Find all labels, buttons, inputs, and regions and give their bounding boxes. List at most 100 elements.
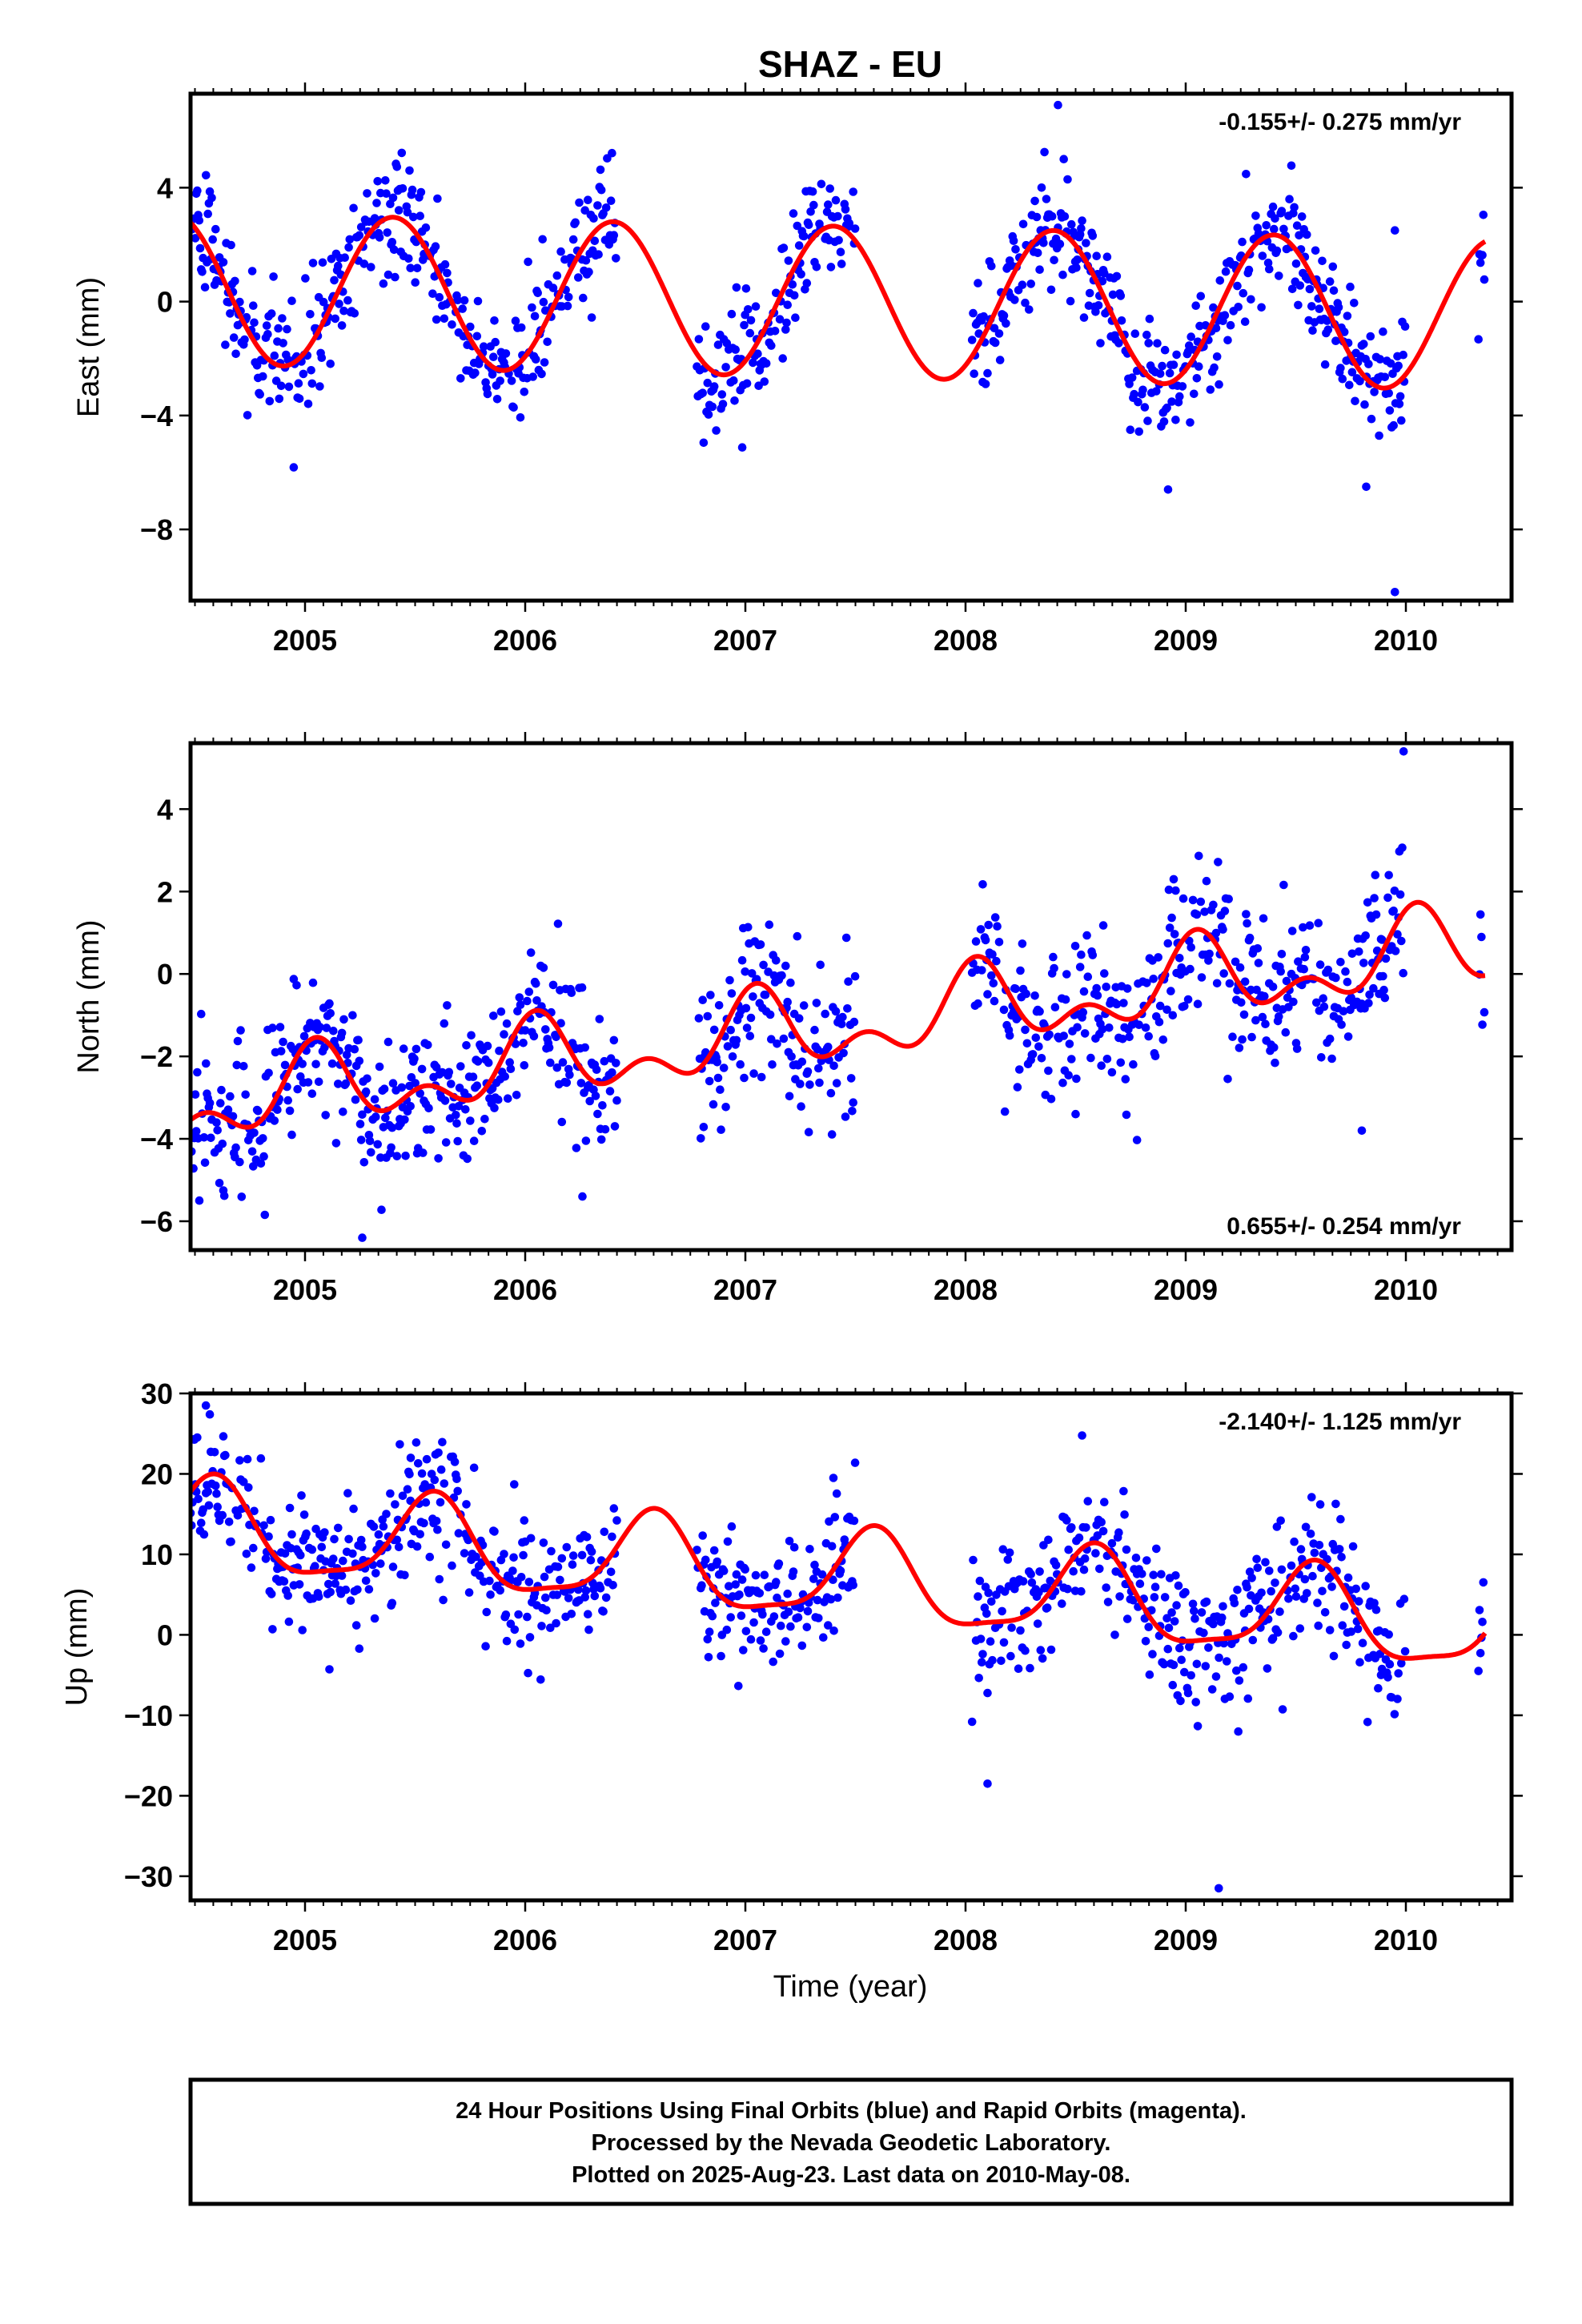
north-data-point [412, 1044, 421, 1054]
east-frame [188, 91, 1514, 603]
east-data-point [200, 283, 210, 292]
up-data-point [348, 1549, 357, 1558]
east-data-point [981, 380, 990, 388]
north-data-point [524, 987, 534, 996]
east-data-point [284, 382, 294, 392]
up-data-point [1273, 1628, 1283, 1637]
north-data-point [713, 1058, 722, 1067]
north-data-point [1031, 1033, 1041, 1043]
up-data-point [341, 1585, 351, 1594]
east-data-point [537, 369, 546, 379]
up-data-point [297, 1491, 306, 1500]
north-data-point [219, 1191, 229, 1200]
up-data-point [244, 1483, 253, 1492]
east-data-point [804, 220, 813, 230]
north-data-point [1018, 939, 1027, 948]
north-data-point [1188, 895, 1198, 905]
east-data-point [1032, 212, 1042, 222]
east-data-point [331, 314, 340, 324]
north-data-point [781, 961, 790, 971]
up-data-point [817, 1570, 827, 1579]
north-data-point [765, 1010, 775, 1019]
up-data-point [1219, 1638, 1228, 1648]
up-data-point [1353, 1624, 1363, 1634]
north-data-point [539, 963, 548, 972]
east-data-point [198, 267, 207, 276]
north-data-point [1343, 1032, 1353, 1041]
north-data-point [1202, 876, 1211, 886]
up-data-point [564, 1594, 573, 1602]
up-data-point [438, 1437, 447, 1447]
x-axis-label: Time (year) [773, 1970, 928, 2004]
north-data-point [519, 1039, 528, 1047]
up-data-point [249, 1543, 258, 1553]
north-data-point [1062, 970, 1071, 979]
east-data-point [1108, 290, 1118, 300]
north-data-point [1371, 910, 1381, 919]
east-data-point [1476, 258, 1485, 267]
east-data-point [1058, 270, 1067, 279]
up-data-point [1181, 1588, 1190, 1597]
east-data-point [808, 187, 817, 196]
east-data-point [301, 274, 310, 283]
east-data-point [1328, 262, 1338, 271]
up-data-point [978, 1658, 986, 1667]
north-data-point [1359, 959, 1368, 967]
east-data-point [1400, 322, 1410, 332]
north-data-point [1205, 949, 1214, 959]
up-data-point [1172, 1601, 1181, 1610]
east-data-point [1265, 264, 1274, 274]
east-data-point [387, 238, 397, 247]
north-data-point [355, 1120, 365, 1128]
north-data-point [379, 1084, 389, 1093]
north-data-point [452, 1111, 460, 1120]
north-data-point [1369, 983, 1378, 993]
east-data-point [428, 289, 437, 299]
up-data-point [1171, 1571, 1180, 1580]
up-data-point [1394, 1669, 1403, 1678]
north-data-point [1341, 967, 1350, 976]
up-data-point [422, 1454, 432, 1464]
up-data-point [490, 1527, 499, 1536]
up-data-point [732, 1570, 741, 1579]
up-data-point [1142, 1556, 1151, 1565]
up-data-point [1169, 1660, 1178, 1670]
north-data-point [467, 1031, 476, 1040]
east-data-point [383, 270, 393, 279]
north-data-point [1105, 1023, 1114, 1032]
north-data-point [1301, 946, 1311, 955]
up-data-point [773, 1593, 781, 1602]
up-data-point [1209, 1619, 1218, 1629]
up-fit-curve [191, 1471, 1488, 1661]
east-data-point [250, 318, 259, 328]
up-data-point [398, 1491, 408, 1501]
east-data-point [1088, 231, 1098, 240]
north-data-point [417, 1064, 427, 1074]
east-data-point [530, 312, 540, 321]
up-data-point [1119, 1486, 1128, 1496]
up-data-point [1175, 1643, 1184, 1653]
up-data-point [1327, 1582, 1336, 1591]
east-data-point [1320, 360, 1330, 369]
north-data-point [595, 1015, 604, 1023]
north-data-point [1075, 963, 1085, 971]
up-data-point [1183, 1688, 1193, 1698]
east-data-point [571, 218, 580, 227]
north-data-point [799, 1001, 809, 1010]
up-data-point [1083, 1497, 1093, 1506]
east-data-point [443, 268, 452, 278]
north-data-point [829, 1061, 838, 1071]
east-data-point [694, 335, 704, 344]
up-data-point [704, 1653, 713, 1662]
up-data-point [587, 1547, 596, 1556]
east-data-point [1336, 364, 1345, 372]
north-data-point [367, 1148, 375, 1157]
east-y-tick-label: 0 [157, 286, 173, 319]
north-data-point [232, 1060, 242, 1070]
north-data-point [1336, 958, 1345, 967]
north-data-point [837, 1019, 846, 1028]
north-data-point [268, 1023, 277, 1032]
east-data-point [412, 263, 422, 273]
up-data-point [1062, 1516, 1071, 1525]
north-data-point [546, 1058, 555, 1068]
